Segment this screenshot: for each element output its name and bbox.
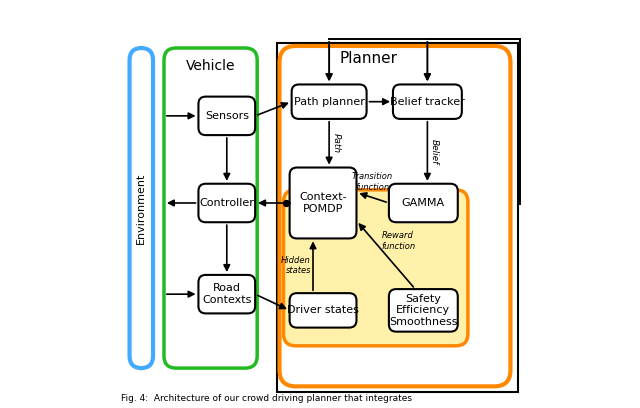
Text: Safety
Efficiency
Smoothness: Safety Efficiency Smoothness <box>389 294 458 327</box>
FancyBboxPatch shape <box>290 168 356 238</box>
FancyBboxPatch shape <box>198 275 255 313</box>
Text: Transition
function: Transition function <box>352 172 393 192</box>
Text: Driver states: Driver states <box>287 305 359 315</box>
Text: Controller: Controller <box>200 198 254 208</box>
Text: Path planner: Path planner <box>294 97 365 106</box>
Text: Sensors: Sensors <box>205 111 249 121</box>
Text: Hidden
states: Hidden states <box>281 256 311 275</box>
Text: GAMMA: GAMMA <box>402 198 445 208</box>
FancyBboxPatch shape <box>393 84 462 119</box>
FancyBboxPatch shape <box>292 84 367 119</box>
FancyBboxPatch shape <box>389 184 458 222</box>
Text: Belief: Belief <box>430 139 439 164</box>
Text: Belief tracker: Belief tracker <box>390 97 465 106</box>
Bar <box>276 43 518 392</box>
Text: Road
Contexts: Road Contexts <box>202 284 252 305</box>
FancyBboxPatch shape <box>198 184 255 222</box>
Text: Vehicle: Vehicle <box>186 59 236 73</box>
FancyBboxPatch shape <box>284 190 468 346</box>
Point <box>280 200 291 206</box>
Text: Planner: Planner <box>340 51 397 66</box>
FancyBboxPatch shape <box>198 97 255 135</box>
Text: Fig. 4:  Architecture of our crowd driving planner that integrates: Fig. 4: Architecture of our crowd drivin… <box>122 394 412 403</box>
FancyBboxPatch shape <box>290 293 356 328</box>
FancyBboxPatch shape <box>389 289 458 332</box>
Text: Reward
function: Reward function <box>381 231 415 251</box>
Text: Path: Path <box>332 133 341 153</box>
Text: Context-
POMDP: Context- POMDP <box>300 192 347 214</box>
Text: Environment: Environment <box>136 172 147 244</box>
